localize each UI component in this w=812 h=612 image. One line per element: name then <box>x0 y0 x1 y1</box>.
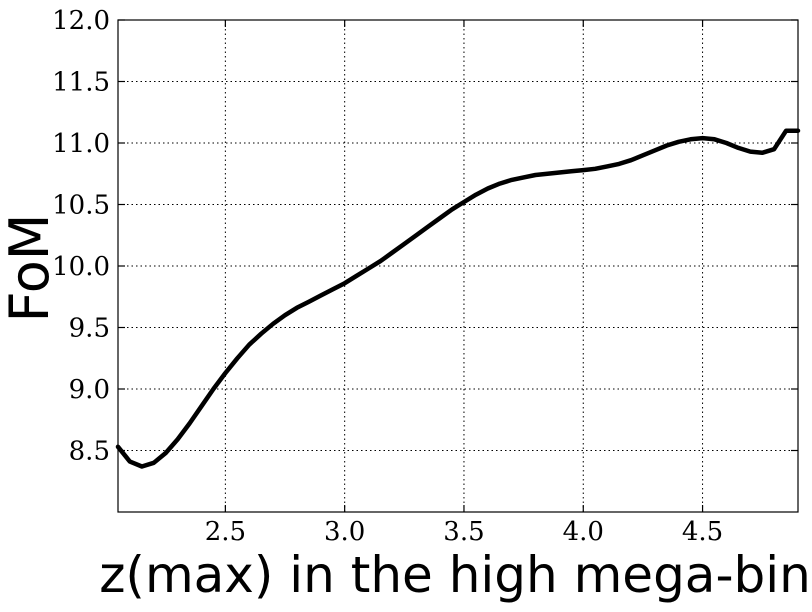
y-tick-labels: 8.5 9.0 9.5 10.0 10.5 11.0 11.5 12.0 <box>52 6 110 467</box>
y-tick-label: 10.5 <box>52 191 110 221</box>
x-tick-label: 3.5 <box>443 517 484 547</box>
y-tick-label: 9.0 <box>69 375 110 405</box>
y-tick-label: 9.5 <box>69 314 110 344</box>
plot-frame <box>117 19 799 513</box>
x-tick-label: 4.0 <box>563 517 604 547</box>
y-tick-label: 12.0 <box>52 6 110 36</box>
y-tick-label: 11.0 <box>52 129 110 159</box>
y-tick-label: 10.0 <box>52 252 110 282</box>
x-axis-label: z(max) in the high mega-bin <box>99 546 811 604</box>
x-tick-label: 3.0 <box>324 517 365 547</box>
y-tick-label: 8.5 <box>69 437 110 467</box>
x-tick-label: 4.5 <box>682 517 723 547</box>
x-tick-labels: 2.5 3.0 3.5 4.0 4.5 <box>205 517 724 547</box>
x-tick-label: 2.5 <box>205 517 246 547</box>
y-tick-label: 11.5 <box>52 68 110 98</box>
grid <box>118 20 798 512</box>
fom-series-line <box>115 128 801 469</box>
axis-ticks <box>118 19 798 512</box>
y-axis-label: FoM <box>0 214 61 323</box>
